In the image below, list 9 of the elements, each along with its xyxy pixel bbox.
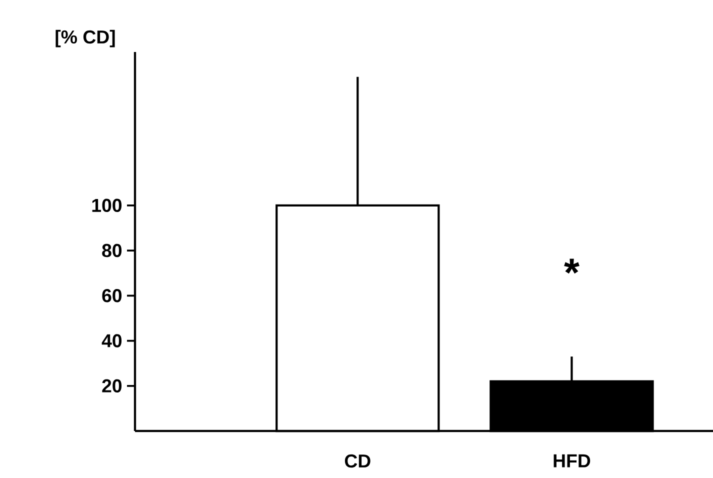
y-tick-label: 40 bbox=[102, 334, 122, 348]
y-tick-label: 80 bbox=[102, 244, 122, 258]
x-tick-label: CD bbox=[344, 454, 370, 468]
x-tick-label: HFD bbox=[554, 454, 590, 468]
y-tick-label: 100 bbox=[92, 198, 122, 212]
annotation: * bbox=[564, 258, 580, 274]
y-tick-label: 20 bbox=[102, 379, 122, 392]
y-axis-title: [% CD] bbox=[56, 30, 115, 48]
y-tick-label: 60 bbox=[102, 289, 122, 302]
